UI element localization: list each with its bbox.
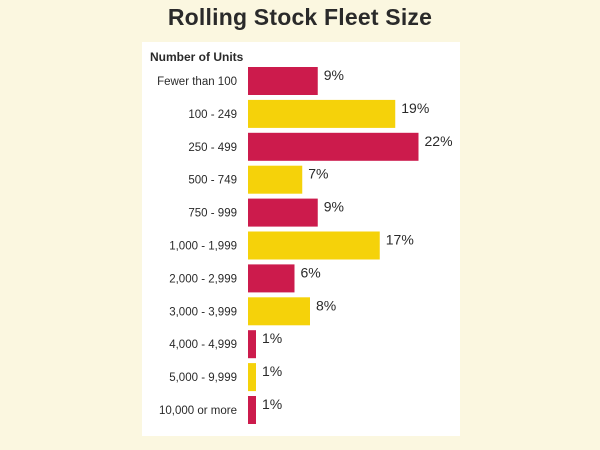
value-label: 1% [262, 330, 282, 346]
bar [248, 67, 318, 95]
bar-chart: Number of Units Fewer than 100 9% 100 - 24… [150, 50, 453, 424]
bar [248, 297, 310, 326]
bar [248, 132, 419, 161]
category-label: 500 - 749 [188, 175, 237, 187]
category-label: 10,000 or more [159, 405, 237, 417]
category-label: 100 - 249 [188, 109, 237, 121]
value-label: 9% [324, 67, 344, 83]
value-label: 1% [262, 363, 282, 379]
bar [248, 99, 396, 128]
category-label: 3,000 - 3,999 [169, 306, 237, 318]
value-label: 19% [401, 100, 429, 116]
value-label: 8% [316, 297, 336, 313]
value-label: 1% [262, 396, 282, 412]
bar [248, 231, 380, 260]
category-label: 1,000 - 1,999 [169, 241, 237, 253]
bar [248, 264, 295, 293]
value-label: 17% [386, 232, 414, 248]
category-label: 250 - 499 [188, 142, 237, 154]
value-label: 7% [308, 166, 328, 182]
category-label: 2,000 - 2,999 [169, 273, 237, 285]
chart-title: Rolling Stock Fleet Size [167, 4, 433, 30]
category-label: 750 - 999 [188, 208, 237, 220]
value-label: 22% [425, 133, 453, 149]
chart-panel: Number of Units Fewer than 100 9% 100 - 24… [142, 42, 460, 436]
category-label: 5,000 - 9,999 [169, 372, 237, 384]
value-label: 6% [301, 264, 321, 280]
value-label: 9% [324, 199, 344, 215]
bar [248, 198, 318, 227]
category-label: 4,000 - 4,999 [169, 339, 237, 351]
axis-title: Number of Units [150, 50, 244, 64]
bar [248, 363, 256, 392]
bar [248, 330, 256, 359]
bar [248, 396, 256, 424]
bar [248, 165, 303, 194]
category-label: Fewer than 100 [157, 76, 237, 88]
